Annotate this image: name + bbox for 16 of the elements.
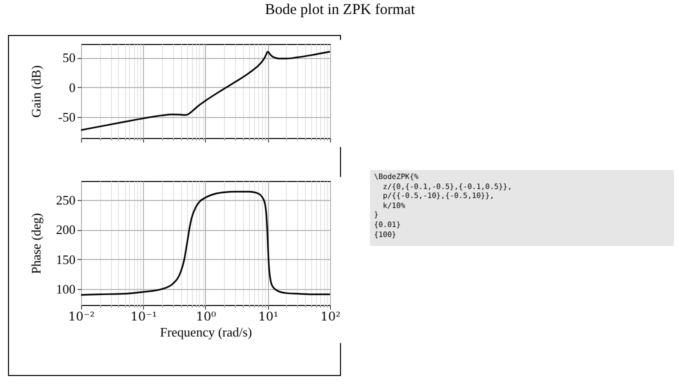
x-tick-label: 10⁻² [68,310,95,324]
y-tick-label: 50 [62,50,76,66]
y-tick-label: -50 [58,110,76,125]
chart-title: Bode plot in ZPK format [264,2,416,19]
y-tick-label: 200 [56,222,76,238]
y-tick-label: 0 [69,80,76,95]
y-tick-label: 150 [56,252,76,267]
y-axis-title: Phase (deg) [28,212,44,274]
x-tick-label: 10⁻¹ [130,310,157,324]
x-tick-label: 10⁰ [196,310,216,324]
y-tick-label: 100 [56,281,76,296]
x-axis-title: Frequency (rad/s) [160,324,252,340]
y-tick-label: 250 [56,192,76,208]
x-tick-label: 10¹ [258,310,278,324]
x-tick-label: 10² [320,310,341,324]
y-axis-title: Gain (dB) [28,65,44,118]
